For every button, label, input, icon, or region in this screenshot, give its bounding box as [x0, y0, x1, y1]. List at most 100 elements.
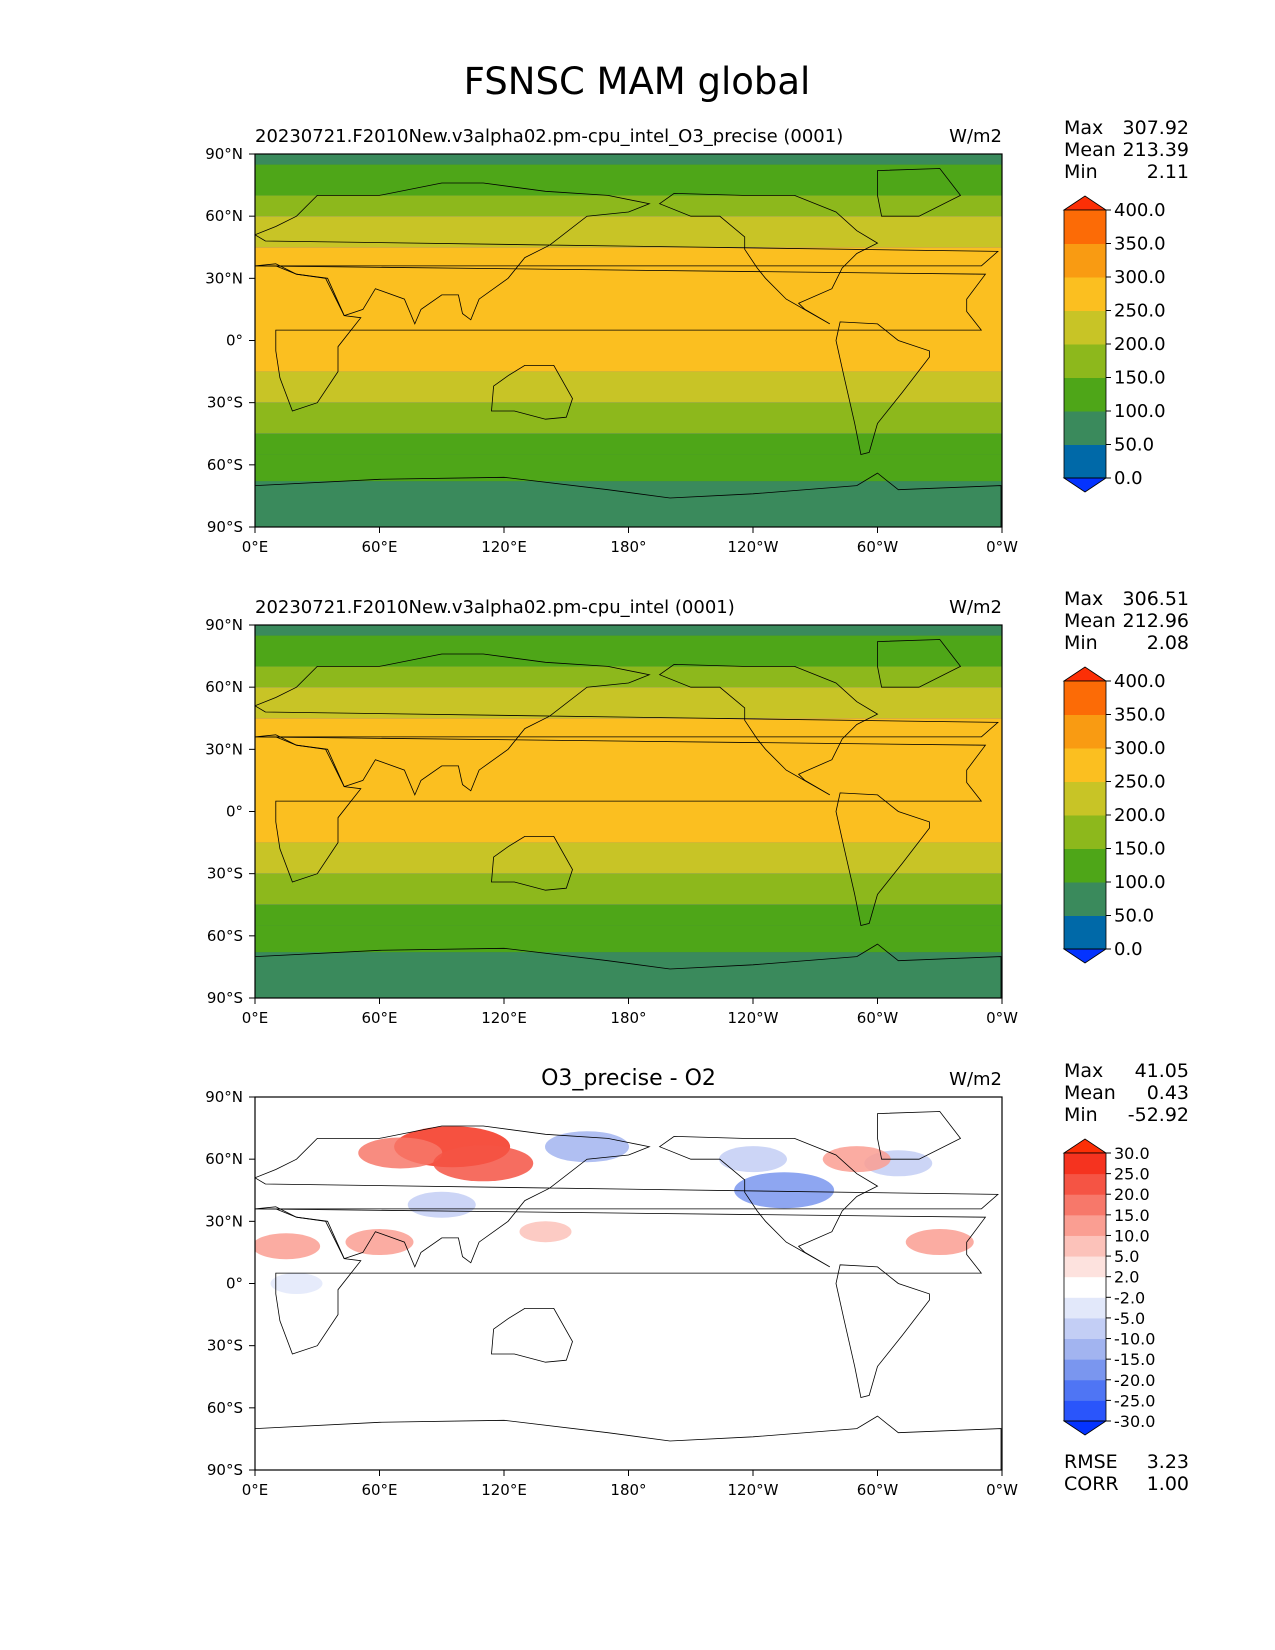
anomaly-patch	[545, 1131, 629, 1163]
colorbar: -30.0 -25.0-20.0 -15.0-10.0 -5.0 -2.02.0 5.0 1…	[1062, 1138, 1155, 1436]
map-panel-2: 20230721.F2010New.v3alpha02.pm-cpu_intel…	[205, 588, 1189, 1027]
colorbar-extend-max	[1062, 666, 1108, 682]
colorbar-segment	[1064, 1173, 1106, 1195]
colorbar-frame	[1063, 1152, 1107, 1422]
y-tick-label: 90°S	[207, 989, 243, 1007]
coastline	[255, 943, 1002, 998]
stat-label: Min	[1064, 632, 1098, 654]
coastline	[835, 321, 930, 455]
stat-value: 3.23	[1147, 1451, 1189, 1473]
anomaly-patch	[719, 1146, 787, 1173]
coastline	[255, 263, 987, 412]
zonal-band	[255, 247, 1002, 372]
figure-title: FSNSC MAM global	[464, 60, 811, 103]
colorbar-extend-min	[1062, 1420, 1108, 1436]
colorbar-extend-max	[1062, 195, 1108, 211]
colorbar-segment	[1064, 344, 1106, 378]
stat-label: Min	[1064, 161, 1098, 183]
coastline	[491, 1308, 573, 1363]
colorbar-tick-label: 200.0	[1114, 334, 1166, 355]
zonal-band	[255, 195, 1002, 217]
zonal-band	[255, 433, 1002, 455]
colorbar-tick-label: 0.0	[1114, 468, 1143, 489]
colorbar-segment	[1064, 1317, 1106, 1340]
anomaly-patch	[345, 1229, 414, 1256]
zonal-band	[255, 873, 1002, 905]
colorbar-tick-label: 250.0	[1114, 772, 1166, 793]
colorbar-tick-label: 200.0	[1114, 805, 1166, 826]
colorbar-tick-label: 400.0	[1114, 671, 1166, 692]
coastline	[658, 663, 879, 796]
x-tick-label: 120°W	[728, 1009, 779, 1027]
coastline	[491, 365, 573, 420]
colorbar-tick-label: -25.0	[1114, 1391, 1155, 1410]
colorbar-tick-label: 300.0	[1114, 738, 1166, 759]
colorbar-tick-label: -5.0	[1114, 1309, 1145, 1328]
coastline	[877, 639, 962, 688]
y-tick-label: 90°N	[205, 616, 243, 634]
y-tick-label: 0°	[226, 332, 243, 350]
zonal-band	[255, 164, 1002, 196]
zonal-band	[255, 904, 1002, 926]
coastline	[255, 472, 1002, 527]
coastline	[658, 192, 879, 325]
x-tick-label: 120°W	[728, 1481, 779, 1499]
map-field	[255, 154, 1002, 527]
coastline	[491, 836, 573, 891]
stat-value: 307.92	[1123, 117, 1189, 139]
x-tick-label: 0°W	[986, 538, 1018, 556]
colorbar-tick-label: 5.0	[1114, 1247, 1139, 1266]
y-tick-label: 60°N	[205, 1150, 243, 1168]
x-tick-label: 0°W	[986, 1009, 1018, 1027]
stat-label: CORR	[1064, 1473, 1119, 1495]
colorbar-segment	[1064, 243, 1106, 278]
stat-value: 2.08	[1147, 632, 1189, 654]
y-tick-label: 90°N	[205, 145, 243, 163]
anomaly-patch	[734, 1172, 835, 1209]
colorbar-tick-label: 400.0	[1114, 200, 1166, 221]
stat-label: Max	[1064, 1060, 1103, 1082]
y-tick-label: 30°N	[205, 740, 243, 758]
colorbar-segment	[1064, 1400, 1106, 1422]
colorbar-segment	[1064, 377, 1106, 412]
zonal-band	[255, 154, 1002, 165]
coastline	[835, 1264, 930, 1398]
colorbar-tick-label: -15.0	[1114, 1350, 1155, 1369]
x-tick-label: 120°E	[481, 1009, 527, 1027]
stat-value: 213.39	[1123, 139, 1189, 161]
colorbar-segment	[1064, 1235, 1106, 1257]
colorbar-segment	[1064, 1297, 1106, 1319]
colorbar-segment	[1064, 848, 1106, 883]
y-tick-label: 0°	[226, 1275, 243, 1293]
map-field	[255, 625, 1002, 998]
y-tick-label: 30°S	[207, 394, 243, 412]
anomaly-patch	[433, 1145, 534, 1182]
y-tick-label: 60°S	[207, 927, 243, 945]
coastline	[255, 1415, 1002, 1470]
map-panel-1: 20230721.F2010New.v3alpha02.pm-cpu_intel…	[205, 117, 1189, 556]
x-tick-label: 60°W	[857, 1009, 899, 1027]
panel-title: O3_precise - O2	[541, 1066, 716, 1091]
x-tick-label: 60°W	[857, 538, 899, 556]
colorbar-tick-label: 50.0	[1114, 435, 1154, 456]
anomaly-patch	[822, 1146, 891, 1173]
x-tick-label: 180°	[610, 538, 646, 556]
x-tick-label: 0°E	[242, 1481, 269, 1499]
colorbar-segment	[1064, 310, 1106, 345]
coastline	[255, 1206, 987, 1355]
x-tick-label: 120°E	[481, 1481, 527, 1499]
stat-value: -52.92	[1128, 1104, 1189, 1126]
y-tick-label: 90°N	[205, 1088, 243, 1106]
x-tick-label: 0°W	[986, 1481, 1018, 1499]
coastline	[255, 1125, 999, 1268]
colorbar-tick-label: -20.0	[1114, 1371, 1155, 1390]
anomaly-patch	[905, 1229, 974, 1256]
coastline	[658, 1135, 879, 1268]
y-tick-label: 90°S	[207, 1461, 243, 1479]
y-tick-label: 90°S	[207, 518, 243, 536]
colorbar-segment	[1064, 748, 1106, 782]
x-tick-label: 180°	[610, 1481, 646, 1499]
colorbar-tick-label: -10.0	[1114, 1330, 1155, 1349]
colorbar-tick-label: 15.0	[1114, 1206, 1150, 1225]
